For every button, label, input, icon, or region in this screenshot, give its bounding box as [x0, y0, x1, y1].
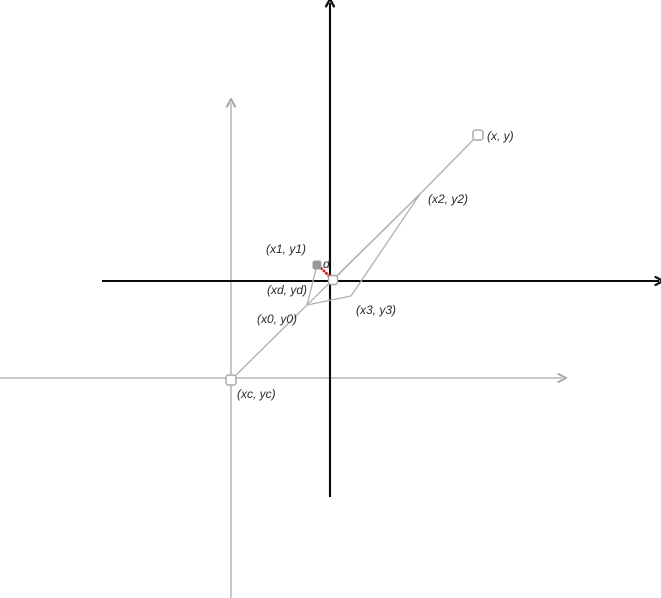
svg-text:d: d — [323, 257, 330, 271]
svg-text:(x0, y0): (x0, y0) — [257, 312, 297, 326]
svg-text:(x2, y2): (x2, y2) — [428, 192, 468, 206]
svg-text:(x3, y3): (x3, y3) — [356, 303, 396, 317]
svg-text:(xd, yd): (xd, yd) — [267, 283, 307, 297]
svg-text:(xc, yc): (xc, yc) — [237, 387, 276, 401]
svg-text:(x, y): (x, y) — [487, 129, 514, 143]
svg-text:(x1, y1): (x1, y1) — [266, 242, 306, 256]
